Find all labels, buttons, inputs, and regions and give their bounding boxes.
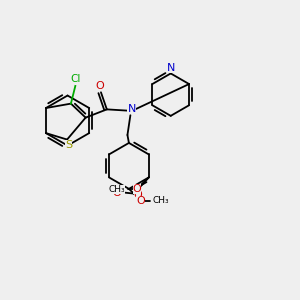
Text: O: O: [112, 188, 121, 198]
Text: O: O: [136, 196, 145, 206]
Text: S: S: [65, 140, 72, 150]
Text: N: N: [167, 63, 176, 73]
Text: CH₃: CH₃: [152, 196, 169, 205]
Text: O: O: [133, 184, 141, 194]
Text: O: O: [95, 81, 104, 91]
Text: N: N: [128, 104, 136, 114]
Text: CH₃: CH₃: [109, 185, 125, 194]
Text: Cl: Cl: [70, 74, 80, 85]
Text: O: O: [134, 190, 142, 200]
